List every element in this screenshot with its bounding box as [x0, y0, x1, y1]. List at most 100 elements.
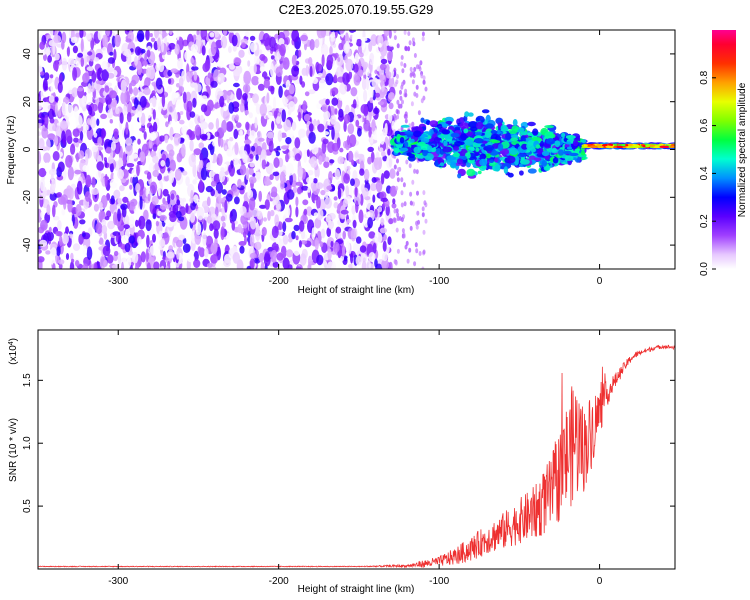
heatmap-cell [361, 61, 369, 69]
heatmap-cell [303, 113, 311, 122]
heatmap-cell [86, 66, 94, 71]
heatmap-cell [263, 253, 271, 267]
heatmap-cell [311, 227, 316, 241]
heatmap-cell [359, 193, 364, 206]
heatmap-cell [87, 83, 92, 95]
heatmap-cell [213, 103, 221, 109]
heatmap-cell [153, 30, 160, 39]
heatmap-cell [91, 188, 99, 196]
heatmap-cell [372, 194, 376, 203]
heatmap-cell [86, 55, 90, 63]
heatmap-cell [388, 109, 393, 124]
heatmap-cell [380, 58, 388, 65]
heatmap-cell [218, 170, 226, 183]
heatmap-cell [316, 30, 325, 39]
heatmap-cell [259, 54, 266, 61]
heatmap-cell [389, 185, 397, 197]
heatmap-cell [49, 243, 57, 249]
heatmap-cell [176, 152, 183, 163]
heatmap-cell [68, 187, 74, 200]
heatmap-cell [328, 212, 336, 220]
heatmap-cell [111, 141, 116, 151]
heatmap-cell [293, 245, 301, 256]
heatmap-cell [104, 216, 110, 221]
heatmap-cell [300, 240, 308, 245]
heatmap-cell [251, 75, 260, 86]
heatmap-cell [171, 92, 177, 105]
heatmap-cell [125, 143, 133, 156]
heatmap-cell [185, 203, 189, 214]
heatmap-cell [491, 140, 501, 144]
heatmap-cell [494, 164, 501, 172]
heatmap-cell [72, 128, 80, 137]
heatmap-cell [237, 223, 242, 234]
heatmap-cell [329, 159, 335, 164]
heatmap-cell [288, 84, 295, 95]
heatmap-cell [78, 150, 85, 159]
heatmap-cell [226, 232, 230, 243]
heatmap-cell [365, 77, 370, 90]
heatmap-cell [239, 245, 245, 254]
heatmap-cell [49, 117, 55, 124]
heatmap-cell [159, 239, 166, 247]
heatmap-cell [565, 141, 571, 145]
heatmap-cell [226, 121, 234, 132]
heatmap-cell [403, 63, 407, 68]
heatmap-cell [287, 264, 293, 269]
heatmap-cell [370, 34, 378, 47]
heatmap-cell [109, 90, 117, 99]
heatmap-cell [422, 75, 426, 81]
heatmap-cell [346, 135, 351, 146]
heatmap-cell [355, 200, 359, 214]
heatmap-cell [114, 33, 121, 48]
heatmap-cell [401, 81, 405, 87]
heatmap-cell [280, 180, 285, 190]
heatmap-cell [379, 227, 388, 234]
heatmap-cell [353, 75, 361, 86]
heatmap-cell [145, 30, 150, 41]
heatmap-cell [175, 99, 183, 112]
heatmap-cell [355, 38, 363, 47]
heatmap-cell [228, 45, 232, 54]
y-tick-label: 20 [22, 96, 33, 108]
heatmap-cell [422, 190, 426, 196]
heatmap-cell [106, 67, 115, 73]
heatmap-cell [142, 60, 148, 66]
heatmap-cell [401, 68, 405, 74]
heatmap-cell [193, 148, 202, 156]
heatmap-cell [192, 163, 197, 178]
heatmap-cell [322, 131, 330, 136]
heatmap-cell [95, 79, 103, 85]
heatmap-cell [226, 90, 232, 96]
heatmap-cell [463, 128, 469, 134]
heatmap-cell [295, 196, 299, 207]
heatmap-cell [188, 154, 197, 168]
heatmap-cell [112, 246, 120, 251]
heatmap-cell [396, 177, 400, 183]
heatmap-cell [590, 145, 598, 148]
heatmap-cell [222, 109, 230, 121]
heatmap-cell [303, 149, 308, 163]
heatmap-cell [259, 66, 265, 73]
heatmap-cell [422, 229, 426, 235]
heatmap-cell [39, 41, 45, 50]
heatmap-cell [109, 51, 114, 56]
heatmap-cell [347, 123, 355, 135]
heatmap-cell [259, 204, 267, 209]
heatmap-cell [106, 210, 112, 218]
heatmap-cell [317, 123, 325, 133]
heatmap-cell [95, 222, 103, 234]
heatmap-cell [407, 31, 411, 37]
heatmap-cell [378, 42, 382, 48]
heatmap-cell [158, 62, 165, 73]
heatmap-cell [139, 196, 143, 210]
heatmap-cell [295, 181, 303, 186]
heatmap-cell [527, 168, 537, 174]
heatmap-cell [404, 131, 414, 135]
heatmap-cell [126, 200, 130, 210]
heatmap-cell [82, 164, 90, 173]
heatmap-cell [254, 258, 261, 264]
heatmap-cell [420, 98, 424, 104]
heatmap-cell [382, 240, 387, 252]
